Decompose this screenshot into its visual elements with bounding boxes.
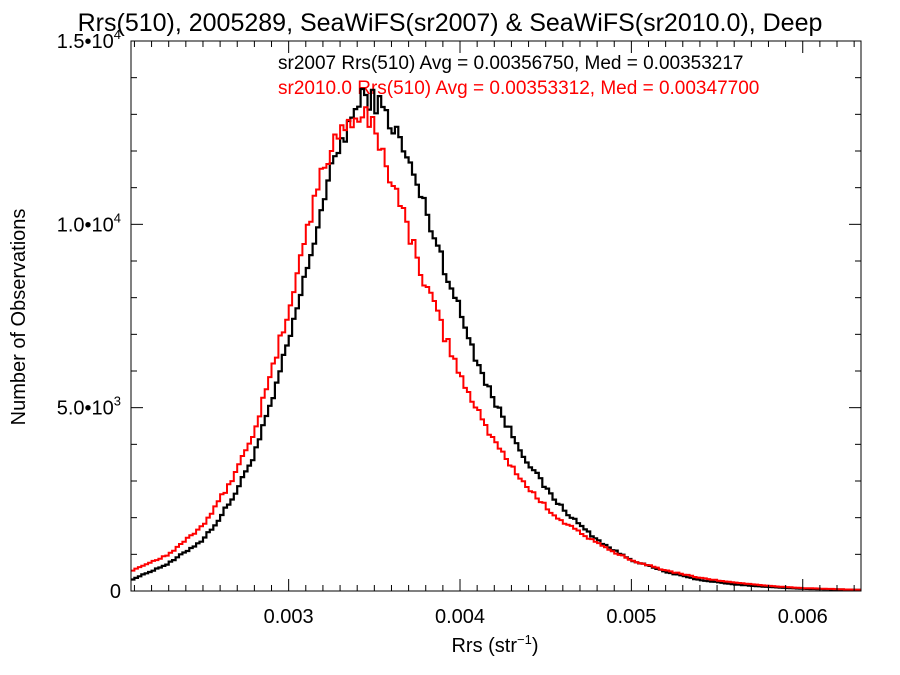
y-tick-label: 5.0•103: [57, 394, 121, 420]
x-tick-label: 0.004: [435, 606, 485, 628]
y-tick-label: 0: [110, 581, 121, 603]
y-tick-label: 1.0•104: [57, 210, 121, 236]
y-axis-ticks: 0 5.0•103 1.0•104 1.5•104: [57, 27, 861, 603]
x-axis-label-sup: −1: [517, 632, 532, 647]
x-axis-ticks: 0.003 0.004 0.005 0.006: [133, 41, 855, 628]
x-axis-label: Rrs (str−1): [451, 632, 538, 657]
plot-frame: [130, 40, 862, 592]
annotation-2: sr2010.0 Rrs(510) Avg = 0.00353312, Med …: [278, 78, 759, 99]
x-tick-label: 0.005: [606, 606, 656, 628]
y-axis-label: Number of Observations: [8, 209, 30, 426]
chart-title: Rrs(510), 2005289, SeaWiFS(sr2007) & Sea…: [78, 9, 823, 37]
x-tick-label: 0.003: [264, 606, 314, 628]
x-tick-label: 0.006: [778, 606, 828, 628]
annotation-1: sr2007 Rrs(510) Avg = 0.00356750, Med = …: [278, 53, 744, 74]
histogram-series-1: [131, 87, 861, 591]
y-tick-label: 1.5•104: [57, 27, 121, 53]
annotations: sr2007 Rrs(510) Avg = 0.00356750, Med = …: [278, 53, 759, 99]
x-axis-label-main: Rrs (str: [451, 635, 517, 657]
series-layer: [131, 87, 861, 591]
x-axis-label-end: ): [532, 635, 539, 657]
histogram-series-2: [131, 106, 861, 591]
